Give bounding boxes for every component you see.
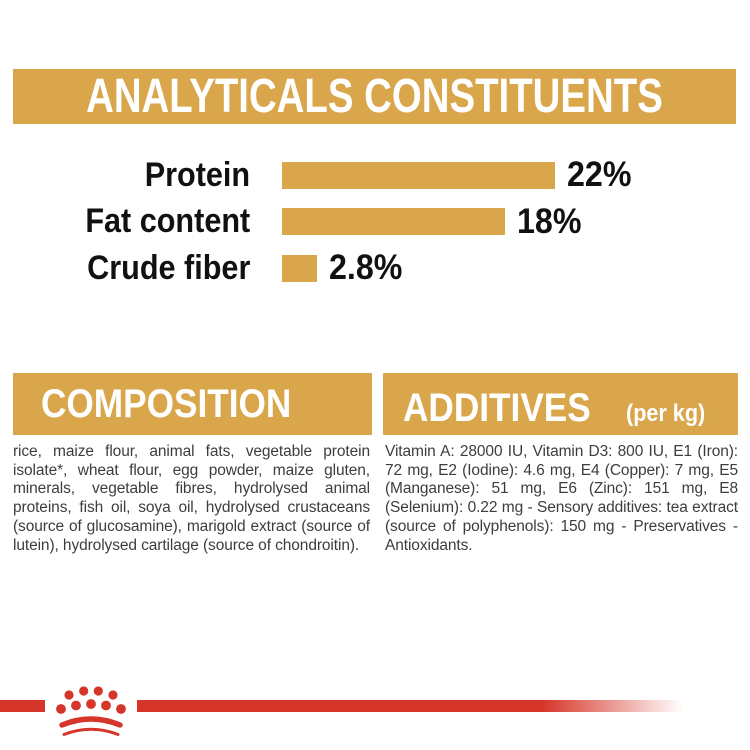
- bar-value-label: 22%: [566, 155, 632, 195]
- chart-row: Fat content 18%: [0, 199, 750, 246]
- bar-category-label: Protein: [144, 155, 250, 194]
- composition-text: rice, maize flour, animal fats, vegetabl…: [13, 443, 370, 554]
- footer-line-right-segment: [137, 700, 700, 712]
- bar-value-label: 18%: [517, 201, 582, 241]
- bar: [282, 161, 555, 189]
- footer-line-left-segment: [0, 700, 45, 712]
- chart-row: Protein 22%: [0, 152, 750, 199]
- additives-title: ADDITIVES: [403, 386, 591, 430]
- additives-text: Vitamin A: 28000 IU, Vitamin D3: 800 IU,…: [385, 443, 738, 554]
- bar-value-label: 2.8%: [328, 248, 403, 288]
- bar: [282, 254, 317, 282]
- chart-row: Crude fiber 2.8%: [0, 245, 750, 292]
- royal-canin-crown-logo-icon: [56, 686, 126, 736]
- bar-category-label: Fat content: [85, 202, 250, 241]
- analytical-constituents-title: ANALYTICALS CONSTITUENTS: [86, 70, 663, 123]
- composition-title: COMPOSITION: [41, 381, 292, 426]
- bar-category-label: Crude fiber: [86, 248, 250, 287]
- analytical-constituents-chart: Protein 22% Fat content 18% Crude fiber 2.8%: [0, 152, 750, 292]
- additives-header: ADDITIVES (per kg): [383, 373, 738, 435]
- bar: [282, 208, 506, 236]
- composition-header: COMPOSITION: [13, 373, 372, 435]
- additives-per-kg-label: (per kg): [626, 400, 706, 427]
- analytical-constituents-header: ANALYTICALS CONSTITUENTS: [13, 69, 736, 124]
